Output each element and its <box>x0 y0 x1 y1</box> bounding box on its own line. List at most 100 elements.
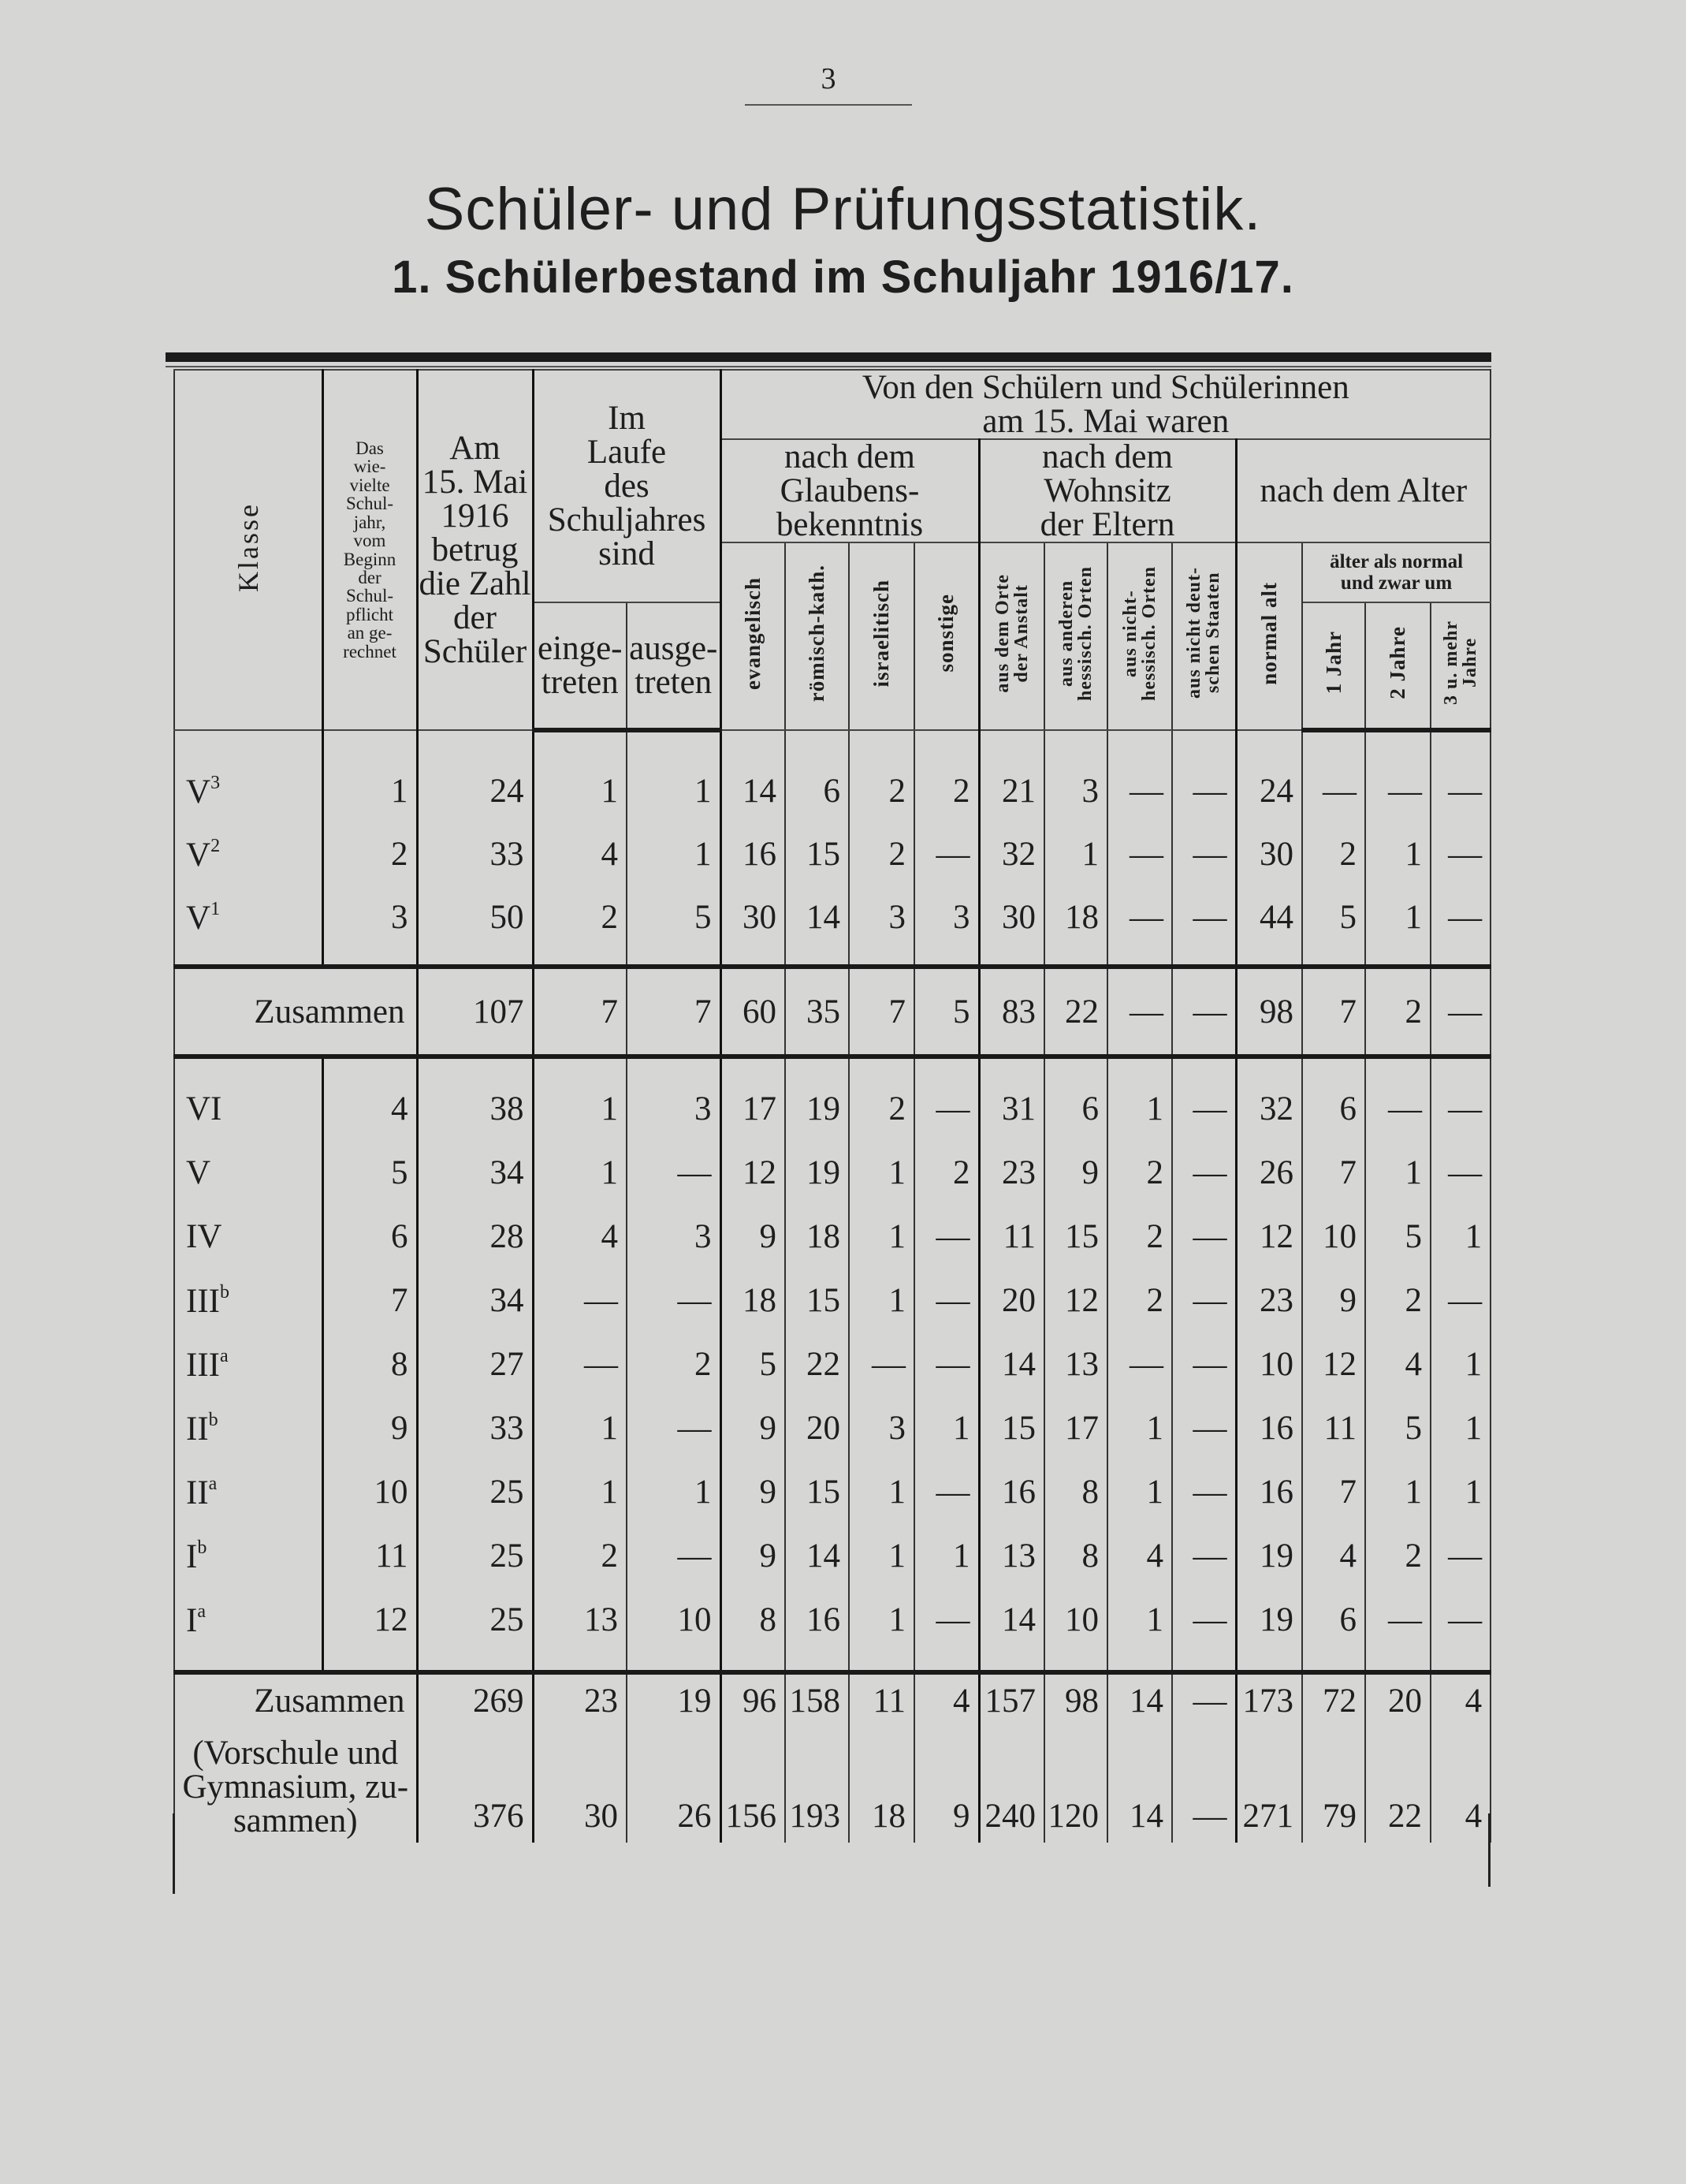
table-cell: 2 <box>1364 1269 1431 1332</box>
table-cell: — <box>914 1332 980 1396</box>
summary-label: Zusammen <box>173 1670 418 1721</box>
table-cell: 16 <box>977 1460 1045 1524</box>
table-top-thin-rule <box>166 366 1491 367</box>
table-row: IIb 9 33 1—9 20 3 1 15 17 1—16 11 5 1 <box>173 1396 1492 1460</box>
table-cell: 22 <box>784 1332 850 1396</box>
class-name: IV <box>186 1218 222 1255</box>
summary-cell: 157 <box>977 1670 1045 1721</box>
table-row: Ib 11 25 2—9 14 1 1 13 8 4—19 4 2— <box>173 1524 1492 1588</box>
header-schuljahr: Das wie- vielte Schul- jahr, vom Beginn … <box>321 369 418 731</box>
table-cell: 1 <box>531 759 627 822</box>
table-cell: 25 <box>415 1524 534 1588</box>
table-cell: 12 <box>1234 1205 1303 1269</box>
summary-cell: — <box>1171 964 1237 1059</box>
table-cell: — <box>1171 1460 1237 1524</box>
table-cell: 18 <box>719 1269 786 1332</box>
summary-cell: 83 <box>977 964 1045 1059</box>
class-name: V <box>186 773 211 811</box>
header-aus-nichthessischen-orten: aus nicht- hessisch. Orten <box>1107 542 1173 731</box>
header-evangelisch: evangelisch <box>719 542 786 731</box>
table-cell: 5 <box>1364 1205 1431 1269</box>
table-cell: 8 <box>1044 1524 1108 1588</box>
class-name: I <box>186 1602 198 1639</box>
class-suffix: b <box>208 1410 218 1430</box>
table-cell: 33 <box>415 1396 534 1460</box>
summary-cell: 22 <box>1044 964 1108 1059</box>
header-ausgetreten: ausge- treten <box>626 602 721 732</box>
table-cell: 16 <box>719 822 786 885</box>
spacer-row <box>173 1057 1492 1077</box>
table-cell: 1 <box>1364 822 1431 885</box>
table-cell: 14 <box>784 885 850 949</box>
summary-label: Zusammen <box>173 964 418 1059</box>
summary-cell: 30 <box>531 1721 627 1843</box>
table-cell: 1 <box>531 1077 627 1141</box>
summary-cell: — <box>1171 1670 1237 1721</box>
class-name: V <box>186 836 211 874</box>
class-label: IIb <box>173 1396 323 1460</box>
table-cell: 3 <box>848 885 915 949</box>
table-cell: — <box>626 1524 721 1588</box>
table-cell: 1 <box>1429 1332 1492 1396</box>
class-name: II <box>186 1411 209 1448</box>
table-cell: 20 <box>784 1396 850 1460</box>
class-name: VI <box>186 1090 222 1127</box>
table-cell: 16 <box>1234 1460 1303 1524</box>
table-cell: — <box>1301 759 1366 822</box>
table-cell: 33 <box>415 822 534 885</box>
table-row: IV 6 28 4 3 9 18 1—11 15 2—12 10 5 1 <box>173 1205 1492 1269</box>
page-number: 3 <box>821 62 836 95</box>
summary-row: (Vorschule und Gymnasium, zu- sammen) 376… <box>173 1721 1492 1843</box>
class-name: III <box>186 1347 220 1384</box>
table-row: IIa 10 25 1 1 9 15 1—16 8 1—16 7 1 1 <box>173 1460 1492 1524</box>
class-name: V <box>186 1154 211 1191</box>
table-cell: — <box>531 1332 627 1396</box>
table-left-border-extension <box>173 1813 175 1894</box>
table-cell: 9 <box>719 1205 786 1269</box>
table-cell: 2 <box>1107 1269 1173 1332</box>
spacer-row <box>173 730 1492 759</box>
table-cell: — <box>1429 1141 1492 1205</box>
table-cell: 4 <box>1107 1524 1173 1588</box>
table-cell: 34 <box>415 1269 534 1332</box>
header-alter: nach dem Alter <box>1234 438 1492 543</box>
table-cell: 1 <box>848 1588 915 1652</box>
summary-cell: 7 <box>626 964 721 1059</box>
table-cell: — <box>1429 885 1492 949</box>
table-cell: — <box>1171 759 1237 822</box>
summary-cell: 7 <box>531 964 627 1059</box>
summary-cell: 156 <box>719 1721 786 1843</box>
table-cell: 5 <box>1364 1396 1431 1460</box>
table-cell: 11 <box>977 1205 1045 1269</box>
table-cell: — <box>848 1332 915 1396</box>
class-suffix: b <box>219 1282 229 1303</box>
table-cell: 27 <box>415 1332 534 1396</box>
table-cell: — <box>914 1460 980 1524</box>
table-cell: 15 <box>784 1269 850 1332</box>
header-im-laufe: Im Laufe des Schuljahres sind <box>531 369 721 603</box>
table-cell: — <box>1171 1524 1237 1588</box>
table-cell: 1 <box>1364 1460 1431 1524</box>
class-name: I <box>186 1538 198 1575</box>
table-cell: 24 <box>415 759 534 822</box>
class-suffix: a <box>197 1601 206 1622</box>
header-wohnsitz: nach dem Wohnsitz der Eltern <box>977 438 1237 543</box>
table-cell: 2 <box>1364 1524 1431 1588</box>
table-cell: 5 <box>1301 885 1366 949</box>
table-cell: 26 <box>1234 1141 1303 1205</box>
table-cell: 28 <box>415 1205 534 1269</box>
summary-cell: 7 <box>848 964 915 1059</box>
table-cell: 12 <box>1301 1332 1366 1396</box>
class-label: V3 <box>173 759 323 822</box>
header-eingetreten: einge- treten <box>531 602 627 732</box>
class-name: V <box>186 899 211 937</box>
class-label: V2 <box>173 822 323 885</box>
summary-cell: 98 <box>1044 1670 1108 1721</box>
table-cell: 12 <box>719 1141 786 1205</box>
table-cell: 1 <box>1044 822 1108 885</box>
header-roemisch-katholisch: römisch-kath. <box>784 542 850 731</box>
page-number-rule <box>745 104 912 106</box>
table-cell: 7 <box>1301 1460 1366 1524</box>
table-cell: — <box>1171 1332 1237 1396</box>
table-row: IIIb 7 34— —18 15 1—20 12 2—23 9 2— <box>173 1269 1492 1332</box>
